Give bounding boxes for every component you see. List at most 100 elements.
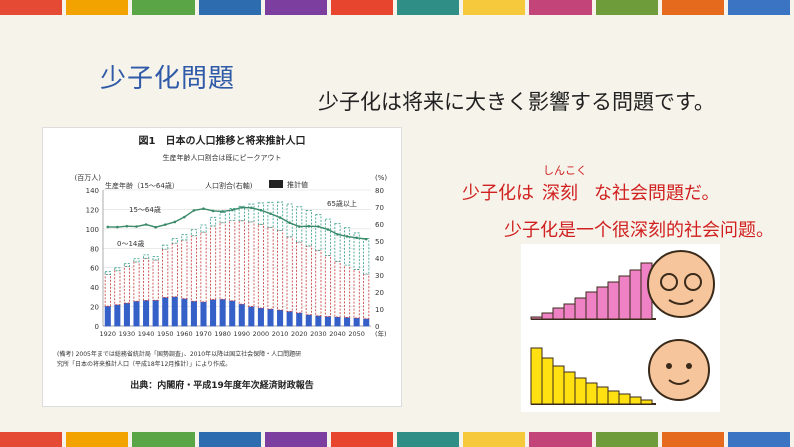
elder-bar [585,291,598,320]
young-bar [607,390,620,405]
bar-segment [133,258,140,263]
top-color-stripe [0,0,794,15]
bar-segment [324,218,331,256]
bar-segment [353,232,360,270]
child-smile-icon [668,379,690,385]
bar-segment [353,269,360,319]
year-tick-label: 2030 [310,330,327,338]
aging-illustration-svg [530,250,715,405]
ratio-point [211,209,215,213]
stripe-segment [66,0,129,15]
stripe-segment [397,0,460,15]
ratio-point [144,223,148,226]
year-tick-label: 1930 [119,330,136,338]
jp-keyword: 深刻 [542,183,578,204]
bar-segment [123,302,130,327]
bar-segment [162,244,169,250]
japanese-sentence: 少子化は 深刻 な社会問題だ。 [462,179,719,205]
left-tick-label: 120 [86,206,99,214]
bar-segment [363,318,370,327]
left-tick-label: 80 [90,245,99,253]
bar-segment [305,210,312,247]
ratio-point [202,207,205,210]
bar-segment [152,255,159,261]
elder-glasses-icon [684,273,702,291]
year-tick-label: 1970 [195,330,212,338]
left-tick-label: 60 [90,265,99,273]
figure-source: 出典：内閣府・平成19年度年次経済財政報告 [130,379,314,391]
bar-segment [344,317,351,327]
stripe-segment [0,0,63,15]
x-unit-label: (年) [375,329,387,338]
bar-segment [190,235,197,302]
stripe-segment [595,432,658,447]
stripe-segment [463,432,526,447]
label-65-plus: 65歳以上 [327,199,357,208]
stripe-segment [198,432,261,447]
bar-segment [229,220,236,302]
year-tick-label: 2010 [272,330,289,338]
bar-segment [181,239,188,300]
bar-segment [315,315,322,327]
bar-segment [277,230,284,311]
ratio-point [135,225,138,228]
year-tick-label: 1980 [214,330,231,338]
young-bar [530,347,543,405]
elder-bar [530,316,543,320]
bar-segment [315,249,322,317]
elder-glasses-icon [660,273,678,291]
bar-segment [219,212,226,224]
ratio-point [307,224,311,228]
stripe-segment [264,432,327,447]
bar-segment [181,234,188,241]
figure-caption: 図1 日本の人口推移と将来推計人口 [139,134,306,147]
right-tick-label: 30 [375,272,384,280]
bar-segment [238,220,245,305]
left-tick-label: 140 [86,187,99,195]
ratio-point [154,225,157,229]
bar-segment [210,216,217,227]
label-0-14: 0～14歳 [117,239,144,248]
bar-segment [171,296,178,327]
ratio-point [106,225,110,229]
stripe-segment [330,432,394,447]
bar-segment [152,299,159,327]
child-eye-icon [686,363,692,369]
right-tick-label: 70 [375,204,384,212]
jp-part1: 少子化は [462,183,534,204]
elder-face-icon [647,250,715,318]
bar-segment [143,299,150,327]
bar-segment [334,223,341,262]
working-age-ratio-line [107,206,367,240]
bar-segment [104,305,111,327]
ratio-point [355,236,358,240]
stripe-segment [198,0,261,15]
ratio-point [345,235,349,238]
year-tick-label: 1990 [234,330,251,338]
bar-segment [277,309,284,327]
bar-segment [257,223,264,309]
bar-segment [296,241,303,314]
ratio-point [278,216,282,219]
young-bar [629,396,642,405]
ratio-point [230,208,234,212]
population-figure: 図1 日本の人口推移と将来推計人口 生産年齢人口割合は既にピークアウト (百万人) (… [42,127,402,407]
bar-segment [305,245,312,316]
year-tick-label: 1920 [100,330,117,338]
legend-projection: 推計値 [287,180,308,189]
bar-segment [190,300,197,327]
year-tick-label: 1940 [138,330,155,338]
bar-segment [286,203,293,238]
elder-bar [541,312,554,320]
jp-part2: な社会問題だ。 [594,183,720,204]
ratio-point [125,224,129,228]
year-tick-label: 1960 [176,330,193,338]
bar-segment [200,224,207,233]
bar-segment [143,257,150,301]
bar-segment [353,317,360,327]
bar-segment [123,265,130,304]
bar-segment [238,205,245,222]
ratio-point [240,206,244,209]
left-tick-label: 20 [90,304,99,312]
bar-segment [229,300,236,327]
